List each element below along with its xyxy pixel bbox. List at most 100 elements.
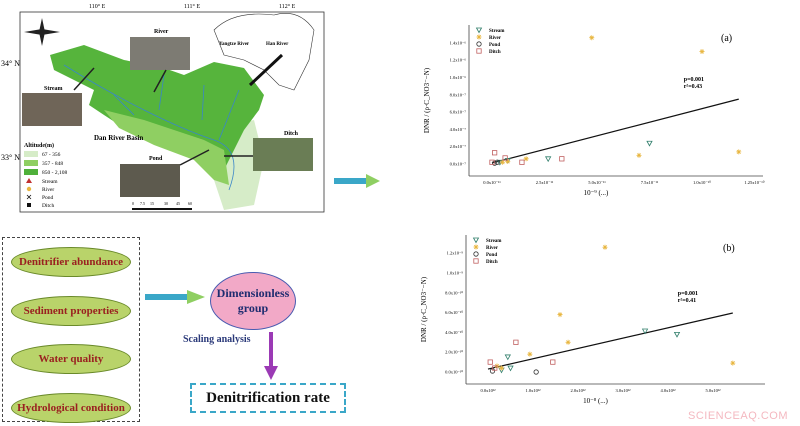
basin-mid [104, 110, 229, 185]
point-river [557, 312, 563, 318]
x-tick-label: 5.0x10⁻¹¹ [588, 180, 606, 185]
point-ditch [487, 359, 493, 365]
china-inset: Yangtze River Han River [213, 13, 315, 91]
y-tick-label: 1.2x10⁻⁶ [450, 58, 467, 63]
y-tick-label: 1.0x10⁻⁶ [450, 75, 467, 80]
svg-text:67 - 356: 67 - 356 [42, 152, 61, 158]
photo-ditch: Ditch [224, 131, 313, 171]
point-river [730, 360, 736, 366]
svg-text:Ditch: Ditch [42, 203, 54, 209]
legend-marker-river [473, 244, 479, 250]
x-tick-label: 0.0x10⁻¹¹ [483, 180, 501, 185]
lat-label: 33° N [1, 153, 20, 162]
legend-marker-pond [473, 251, 479, 257]
svg-text:River: River [154, 29, 169, 35]
x-tick-label: 2.5x10⁻¹¹ [536, 180, 554, 185]
scale-bar: 0 7.5 15 30 45 60 [132, 201, 192, 210]
y-tick-label: 0.0x10⁻¹⁰ [445, 370, 463, 375]
y-tick-label: 1.0x10⁻⁹ [447, 271, 464, 276]
panel-label: (a) [721, 33, 732, 44]
x-tick-label: 1.0x10⁻¹⁰ [693, 180, 711, 185]
point-river [602, 244, 608, 250]
point-stream [544, 156, 552, 163]
y-tick-label: 6.0x10⁻⁷ [450, 110, 467, 115]
legend-label: Pond [489, 43, 500, 48]
r-squared: r²=0.43 [684, 84, 702, 90]
point-river [505, 158, 511, 164]
photo-stream: Stream [22, 67, 95, 126]
point-ditch [502, 155, 508, 161]
study-area-map: 110° E 111° E 112° E 34° N 33° N Dan Riv… [1, 3, 325, 213]
chart-a: 0.0x10⁻¹¹ 2.5x10⁻¹¹ 5.0x10⁻¹¹ 7.5x10⁻¹¹ 1.0x… [423, 25, 765, 197]
legend-marker-stream [475, 27, 483, 34]
svg-text:Altitude(m): Altitude(m) [24, 142, 54, 149]
stream-symbol-icon [26, 178, 32, 183]
y-tick-label: 4.0x10⁻⁷ [450, 127, 467, 132]
legend-label: Stream [489, 29, 505, 34]
point-pond [533, 369, 539, 375]
lon-label: 111° E [184, 3, 200, 10]
point-ditch [492, 150, 498, 156]
svg-text:357 - 848: 357 - 848 [42, 161, 63, 167]
y-tick-label: 2.0x10⁻⁷ [450, 144, 467, 149]
arrow-right-icon [145, 290, 205, 304]
factor-sediment-properties: Sediment properties [11, 296, 131, 326]
y-tick-label: 4.0x10⁻¹⁰ [445, 330, 463, 335]
legend-label: Pond [486, 253, 497, 258]
svg-text:Stream: Stream [44, 86, 63, 92]
legend-marker-pond [476, 41, 482, 47]
r-squared: r²=0.41 [678, 298, 696, 304]
x-tick-label: 1.25x10⁻¹⁰ [744, 180, 764, 185]
y-tick-label: 6.0x10⁻¹⁰ [445, 310, 463, 315]
legend-marker-river [476, 34, 482, 40]
arrow-right-icon [334, 174, 380, 188]
basin-label: Dan River Basin [94, 134, 143, 142]
lon-label: 110° E [89, 3, 106, 10]
panel-label: (b) [723, 243, 735, 254]
arrow-down-icon [264, 332, 278, 380]
inset-label: Han River [266, 42, 289, 47]
p-value: p=0.001 [684, 77, 704, 83]
photo-pond: Pond [120, 149, 210, 197]
chart-b: 0.0x10¹² 1.0x10¹² 2.0x10¹² 3.0x10¹² 4.0x10¹²… [420, 235, 765, 405]
x-tick-label: 5.0x10¹² [705, 388, 721, 393]
point-ditch [559, 156, 565, 162]
svg-text:45: 45 [176, 201, 180, 206]
x-axis-label: 10⁻⁹ (...) [584, 189, 609, 197]
compass-rose-icon [24, 18, 60, 46]
y-tick-label: 8.0x10⁻⁷ [450, 92, 467, 97]
y-tick-label: 2.0x10⁻¹⁰ [445, 350, 463, 355]
point-stream [673, 331, 681, 338]
y-tick-label: 1.4x10⁻⁶ [450, 40, 467, 45]
svg-text:30: 30 [164, 201, 168, 206]
point-ditch [492, 365, 498, 371]
svg-text:River: River [42, 187, 54, 193]
watermark: SCIENCEAQ.COM [687, 410, 788, 422]
ditch-symbol-icon [27, 203, 31, 207]
map-legend: Altitude(m) 67 - 356 357 - 848 850 - 2,1… [24, 142, 67, 209]
regression-line [487, 312, 733, 370]
denitrification-rate: Denitrification rate [190, 383, 346, 413]
point-river [589, 35, 595, 41]
point-ditch [550, 359, 556, 365]
point-ditch [513, 339, 519, 345]
regression-line [491, 98, 739, 164]
svg-text:15: 15 [150, 201, 154, 206]
legend-marker-ditch [476, 48, 482, 54]
x-tick-label: 7.5x10⁻¹¹ [641, 180, 659, 185]
svg-text:Pond: Pond [42, 195, 54, 201]
legend-label: Ditch [486, 260, 498, 265]
svg-text:Stream: Stream [42, 179, 58, 185]
y-tick-label: 1.2x10⁻⁹ [447, 251, 464, 256]
x-tick-label: 3.0x10¹² [615, 388, 631, 393]
scaling-analysis-label: Scaling analysis [183, 334, 251, 345]
svg-text:Ditch: Ditch [284, 131, 299, 137]
point-river [699, 49, 705, 55]
point-stream [504, 354, 511, 361]
svg-text:Pond: Pond [149, 156, 163, 162]
point-stream [641, 328, 649, 335]
legend-label: Ditch [489, 50, 501, 55]
point-river [523, 156, 529, 162]
factor-hydrological-condition: Hydrological condition [11, 393, 131, 423]
